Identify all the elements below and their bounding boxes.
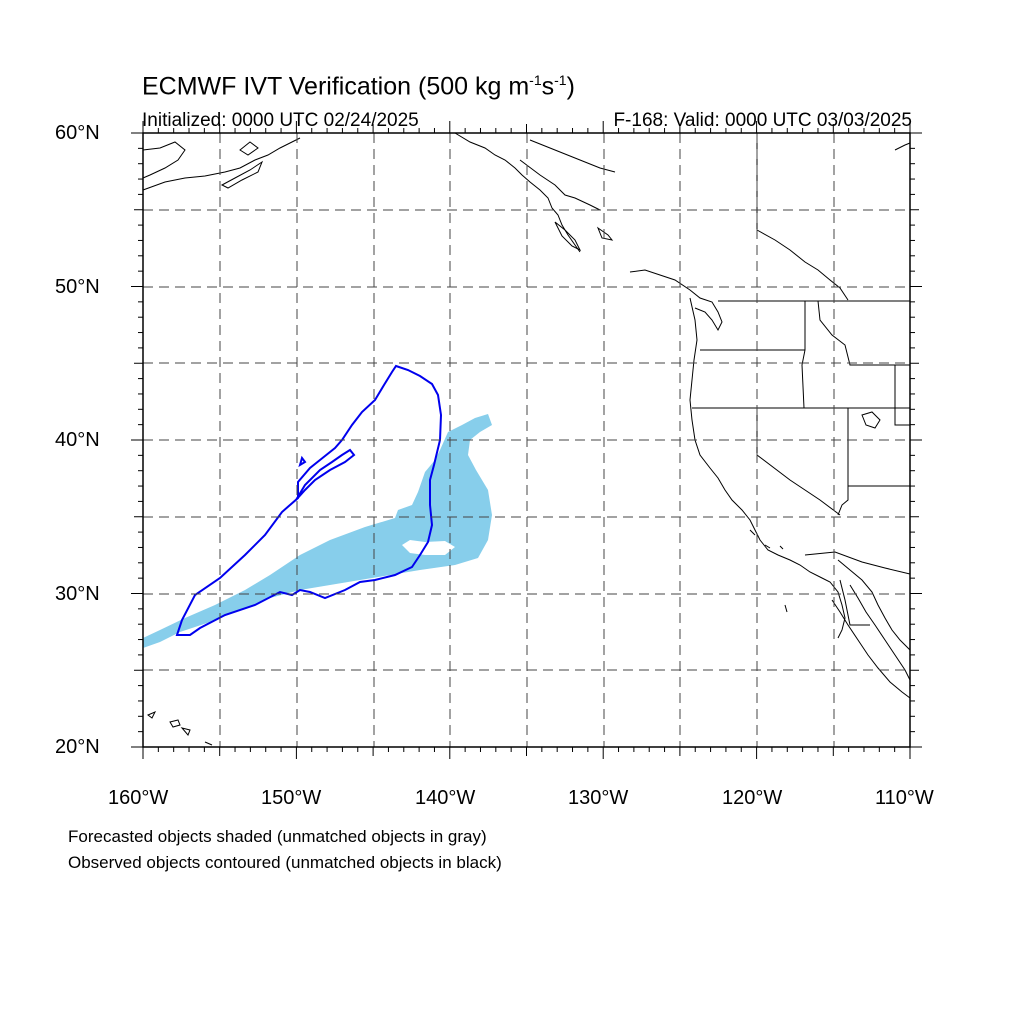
- lon-label-140w: 140°W: [415, 787, 476, 809]
- lon-label-110w: 110°W: [875, 787, 934, 809]
- legend-forecast-note: Forecasted objects shaded (unmatched obj…: [68, 827, 487, 846]
- lat-label-60: 60°N: [55, 122, 100, 144]
- observed-ivt-contour: [175, 364, 443, 636]
- graticule: [143, 133, 910, 747]
- legend-observed-note: Observed objects contoured (unmatched ob…: [68, 853, 502, 872]
- lon-label-160w: 160°W: [108, 787, 169, 809]
- lat-label-40: 40°N: [55, 429, 100, 451]
- axis-ticks: [131, 121, 922, 759]
- political-borders: [692, 133, 911, 626]
- coastlines: [142, 132, 911, 746]
- lon-label-150w: 150°W: [261, 787, 322, 809]
- initialized-time: Initialized: 0000 UTC 02/24/2025: [142, 110, 419, 131]
- lat-label-50: 50°N: [55, 276, 100, 298]
- map-title: ECMWF IVT Verification (500 kg m-1s-1): [142, 72, 575, 101]
- lat-label-30: 30°N: [55, 583, 100, 605]
- forecast-ivt-object: [143, 414, 492, 648]
- lon-label-120w: 120°W: [722, 787, 783, 809]
- lat-label-20: 20°N: [55, 736, 100, 758]
- lon-label-130w: 130°W: [568, 787, 629, 809]
- valid-time: F-168: Valid: 0000 UTC 03/03/2025: [613, 110, 912, 131]
- forecast-object-hole: [402, 540, 455, 555]
